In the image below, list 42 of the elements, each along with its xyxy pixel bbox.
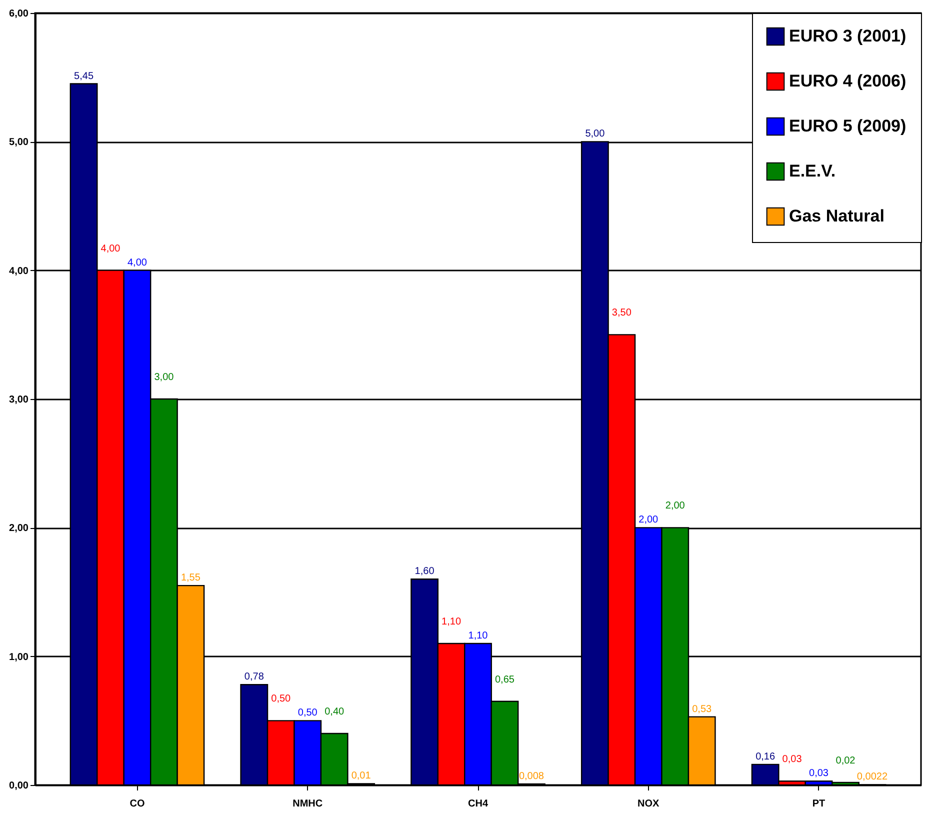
legend-label: EURO 4 (2006) [789,72,906,90]
data-label: 0,65 [494,674,515,686]
y-tick-label: 5,00 [9,137,29,148]
legend-label: EURO 5 (2009) [789,116,906,136]
data-label: 0,008 [518,770,544,782]
legend-label: EURO 3 (2001) [789,26,906,46]
data-label: 0,53 [692,704,712,715]
y-tick-label: 4,00 [9,266,29,277]
y-tick-label: 1,00 [9,652,29,663]
data-label: 4,00 [127,257,148,268]
data-label: 5,00 [585,128,606,140]
data-label: 3,50 [612,308,632,319]
data-label: 0,03 [809,768,829,780]
legend-label: Gas Natural [789,206,884,226]
data-label: 0,78 [244,672,264,683]
data-label: 1,10 [468,630,488,642]
data-label: 0,0022 [856,772,888,783]
data-label: 0,50 [298,708,318,719]
legend-label: E.E.V. [789,162,836,180]
y-tick-label: 0,00 [9,780,29,792]
data-label: 0,50 [271,694,292,705]
x-tick-label: CH4 [468,798,488,810]
data-label: 2,00 [638,514,659,526]
data-label: 2,00 [665,500,686,512]
data-label: 5,45 [74,70,94,82]
x-tick-label: CO [130,798,145,810]
data-label: 0,03 [782,754,802,766]
data-label: 3,00 [154,372,174,383]
data-label: 4,00 [100,243,121,254]
y-tick-label: 2,00 [9,523,29,534]
data-label: 0,16 [756,751,776,762]
x-tick-label: NMHC [292,798,323,810]
data-label: 1,60 [414,566,435,578]
data-label: 0,01 [351,770,372,782]
data-label: 0,02 [836,755,856,766]
y-tick-label: 3,00 [9,394,29,406]
data-label: 0,40 [324,706,345,718]
x-tick-label: PT [812,798,826,810]
x-tick-label: NOX [638,798,660,810]
data-label: 1,10 [442,616,462,628]
y-tick-label: 6,00 [9,8,29,20]
data-label: 1,55 [180,572,201,584]
